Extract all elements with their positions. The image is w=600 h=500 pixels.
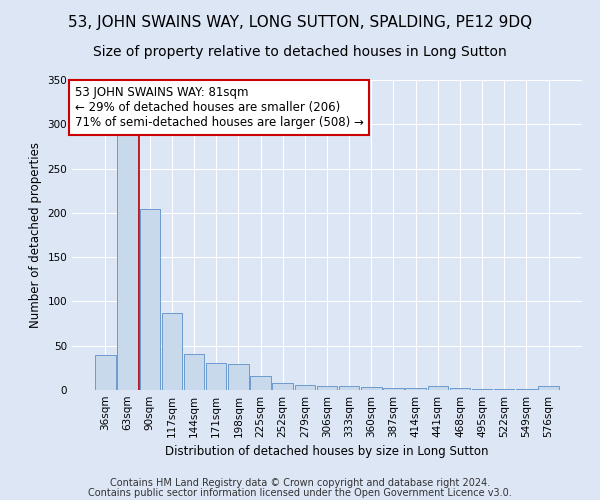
Bar — [406, 388, 426, 390]
Bar — [428, 386, 448, 390]
Bar — [317, 386, 337, 390]
Bar — [383, 388, 404, 390]
Bar — [494, 389, 514, 390]
Bar — [95, 354, 116, 390]
Bar — [140, 210, 160, 390]
Bar — [361, 388, 382, 390]
Text: Contains public sector information licensed under the Open Government Licence v3: Contains public sector information licen… — [88, 488, 512, 498]
Bar — [250, 376, 271, 390]
Bar — [184, 354, 204, 390]
Bar — [450, 388, 470, 390]
Bar — [538, 386, 559, 390]
Bar — [228, 364, 248, 390]
Text: Contains HM Land Registry data © Crown copyright and database right 2024.: Contains HM Land Registry data © Crown c… — [110, 478, 490, 488]
Bar — [161, 313, 182, 390]
X-axis label: Distribution of detached houses by size in Long Sutton: Distribution of detached houses by size … — [165, 446, 489, 458]
Bar — [472, 389, 493, 390]
Bar — [118, 133, 138, 390]
Text: 53 JOHN SWAINS WAY: 81sqm
← 29% of detached houses are smaller (206)
71% of semi: 53 JOHN SWAINS WAY: 81sqm ← 29% of detac… — [74, 86, 364, 129]
Y-axis label: Number of detached properties: Number of detached properties — [29, 142, 42, 328]
Bar — [272, 383, 293, 390]
Text: Size of property relative to detached houses in Long Sutton: Size of property relative to detached ho… — [93, 45, 507, 59]
Bar — [206, 364, 226, 390]
Text: 53, JOHN SWAINS WAY, LONG SUTTON, SPALDING, PE12 9DQ: 53, JOHN SWAINS WAY, LONG SUTTON, SPALDI… — [68, 15, 532, 30]
Bar — [516, 389, 536, 390]
Bar — [339, 386, 359, 390]
Bar — [295, 384, 315, 390]
